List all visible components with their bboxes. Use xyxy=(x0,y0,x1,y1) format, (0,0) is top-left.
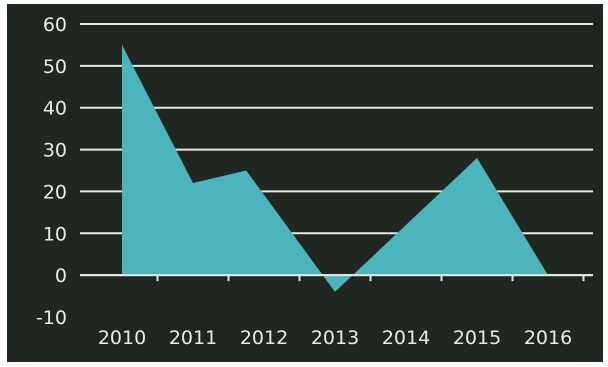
x-tick-label-2016: 2016 xyxy=(524,327,572,349)
area-layer xyxy=(122,44,548,292)
y-tick-label-10: 10 xyxy=(43,223,67,245)
y-tick-label-60: 60 xyxy=(43,14,67,36)
y-tick-label--10: -10 xyxy=(36,307,67,329)
y-tick-label-50: 50 xyxy=(43,56,67,78)
y-tick-label-30: 30 xyxy=(43,140,67,162)
y-tick-label-40: 40 xyxy=(43,98,67,120)
x-tick-label-2011: 2011 xyxy=(169,327,217,349)
y-axis-ticks: 60 50 40 30 20 10 0 -10 xyxy=(36,14,67,329)
zero-layer xyxy=(80,274,593,282)
y-tick-label-20: 20 xyxy=(43,181,67,203)
area-series xyxy=(122,44,548,292)
x-tick-label-2012: 2012 xyxy=(240,327,288,349)
y-tick-label-0: 0 xyxy=(55,265,67,287)
x-tick-label-2014: 2014 xyxy=(382,327,430,349)
x-tick-label-2013: 2013 xyxy=(311,327,359,349)
x-tick-label-2015: 2015 xyxy=(453,327,501,349)
x-axis-ticks: 2010 2011 2012 2013 2014 2015 2016 xyxy=(98,327,572,349)
chart-panel: 60 50 40 30 20 10 0 -10 2010 2011 2012 2013 2014 201… xyxy=(7,4,603,362)
x-tick-label-2010: 2010 xyxy=(98,327,146,349)
